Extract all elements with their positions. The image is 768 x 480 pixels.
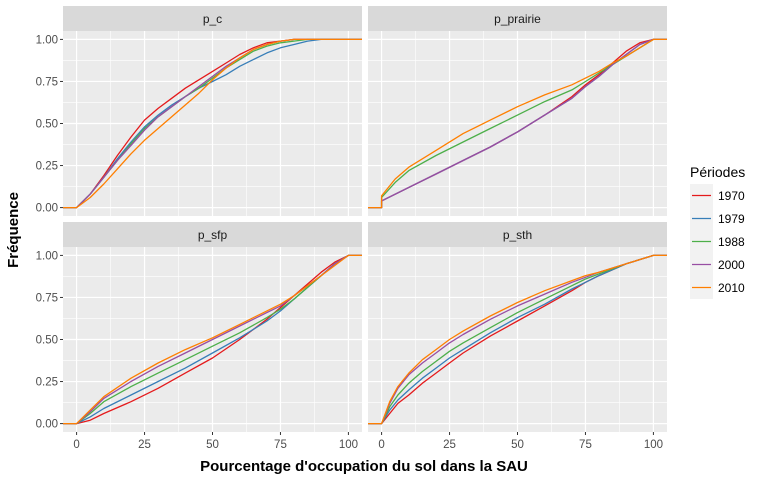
series-line-1979	[368, 254, 667, 425]
y-tick-label: 0.25	[36, 377, 58, 389]
y-tick-label: 0.75	[36, 76, 58, 88]
x-tick-label: 0	[73, 439, 79, 451]
legend-item-1979: 1979	[690, 207, 745, 230]
y-tick-label: 1.00	[36, 34, 58, 46]
x-tick-label: 0	[378, 439, 384, 451]
x-tick-label: 25	[443, 439, 456, 451]
y-axis-title: Fréquence	[5, 192, 22, 268]
facet-strip	[63, 6, 362, 31]
legend-item-1988: 1988	[690, 230, 745, 253]
facet-panel: p_sth 0 25 50 75 100	[368, 222, 667, 451]
series-line-2010	[368, 38, 667, 209]
x-tick-label: 50	[511, 439, 524, 451]
legend-label: 1979	[718, 212, 745, 226]
facet-panel: p_sfp 0.00 0.25 0.50 0.75 1.00 0 25 50 75 100	[36, 222, 362, 451]
legend-item-2010: 2010	[690, 276, 745, 299]
x-axis-title: Pourcentage d'occupation du sol dans la …	[200, 458, 528, 475]
legend-label: 2010	[718, 281, 745, 295]
series-line-2010	[368, 254, 667, 425]
facet-strip	[63, 222, 362, 247]
series-line-2010	[63, 254, 362, 425]
y-tick-label: 0.25	[36, 161, 58, 173]
facet-panels: p_c 0.00 0.25 0.50 0.75 1.00 p_prairie p_sfp 0.0…	[36, 6, 667, 451]
y-tick-label: 0.00	[36, 419, 58, 431]
legend-item-1970: 1970	[690, 184, 745, 207]
x-tick-label: 100	[339, 439, 358, 451]
x-tick-label: 75	[274, 439, 287, 451]
facet-panel: p_c 0.00 0.25 0.50 0.75 1.00	[36, 6, 362, 216]
facet-title: p_c	[203, 12, 222, 26]
legend-label: 1988	[718, 235, 745, 249]
y-tick-label: 0.75	[36, 292, 58, 304]
y-tick-label: 1.00	[36, 250, 58, 262]
facet-panel: p_prairie	[368, 6, 667, 216]
facet-title: p_prairie	[494, 12, 541, 26]
facet-title: p_sfp	[198, 228, 228, 242]
x-tick-label: 100	[644, 439, 663, 451]
series-line-1970	[63, 254, 362, 425]
legend-label: 2000	[718, 258, 745, 272]
series-line-1970	[63, 38, 362, 209]
legend: Périodes 1970 1979 1988 2000 2010	[690, 164, 745, 299]
facet-title: p_sth	[503, 228, 532, 242]
legend-item-2000: 2000	[690, 253, 745, 276]
x-tick-label: 25	[138, 439, 151, 451]
y-tick-label: 0.00	[36, 203, 58, 215]
y-tick-label: 0.50	[36, 335, 58, 347]
legend-label: 1970	[718, 189, 745, 203]
x-tick-label: 75	[579, 439, 592, 451]
facet-strip	[368, 6, 667, 31]
series-line-2000	[368, 38, 667, 209]
series-line-1988	[368, 254, 667, 425]
x-tick-label: 50	[206, 439, 219, 451]
y-tick-label: 0.50	[36, 119, 58, 131]
facet-strip	[368, 222, 667, 247]
legend-title: Périodes	[690, 164, 745, 180]
series-line-2010	[63, 38, 362, 209]
